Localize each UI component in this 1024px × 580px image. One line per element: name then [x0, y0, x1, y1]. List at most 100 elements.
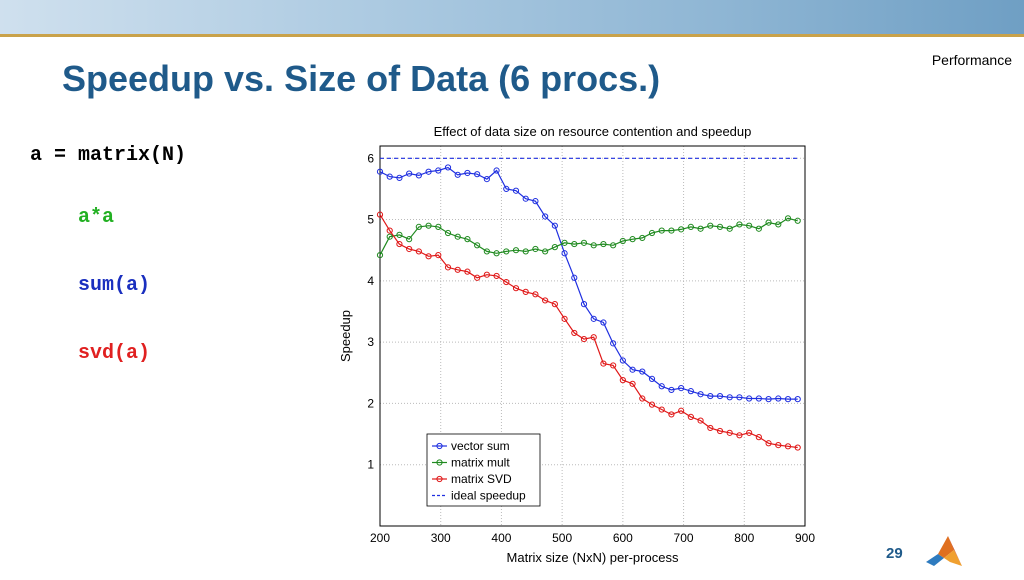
data-point: [396, 231, 403, 238]
data-point: [629, 236, 636, 243]
data-point: [687, 388, 694, 395]
data-point: [386, 173, 393, 180]
data-point: [532, 198, 539, 205]
data-point: [707, 424, 714, 432]
data-point: [542, 297, 549, 304]
data-point: [639, 368, 646, 375]
data-point: [765, 396, 772, 403]
legend-label: matrix mult: [451, 456, 510, 470]
data-point: [600, 319, 607, 326]
series-line-matrix-SVD: [379, 214, 798, 449]
data-point: [532, 245, 539, 253]
data-point: [561, 250, 568, 257]
data-point: [571, 274, 578, 281]
data-point: [775, 221, 782, 228]
data-point: [551, 301, 558, 308]
data-point: [474, 171, 481, 178]
data-point: [784, 396, 792, 403]
x-tick-label: 700: [674, 531, 694, 545]
data-point: [454, 171, 461, 178]
y-tick-label: 5: [367, 213, 374, 227]
data-point: [415, 172, 422, 179]
data-point: [784, 443, 792, 450]
y-tick-label: 2: [367, 396, 374, 410]
data-point: [678, 226, 685, 233]
legend-label: vector sum: [451, 439, 510, 453]
data-point: [464, 169, 471, 177]
data-point: [503, 248, 510, 255]
plot-frame: [379, 145, 806, 527]
data-point: [503, 185, 510, 193]
data-point: [619, 377, 626, 384]
data-point: [493, 167, 500, 174]
data-point: [396, 240, 403, 248]
data-point: [580, 335, 588, 343]
data-point: [619, 357, 626, 364]
data-point: [755, 225, 762, 232]
data-point: [697, 225, 704, 232]
legend-label: matrix SVD: [451, 472, 512, 486]
data-point: [600, 360, 607, 367]
data-point: [561, 315, 568, 322]
data-point: [571, 240, 578, 248]
data-point: [746, 429, 753, 436]
data-point: [765, 440, 772, 447]
chart-svg: 200 300 400 500 600 700 800 900 1 2 3 4 5 6 Effect of …: [338, 124, 815, 565]
legend-marker: [436, 475, 443, 483]
data-point: [493, 250, 500, 257]
data-point: [658, 227, 665, 234]
legend-marker: [436, 442, 443, 450]
data-point: [639, 395, 646, 402]
data-point: [648, 229, 656, 237]
legend-label: ideal speedup: [451, 489, 526, 503]
data-point: [590, 315, 597, 322]
data-point: [444, 264, 452, 271]
data-point: [396, 174, 403, 181]
code-matrix-def: a = matrix(N): [30, 144, 187, 167]
data-point: [376, 211, 384, 218]
data-point: [590, 242, 597, 249]
code-multiply: a*a: [78, 206, 115, 229]
data-point: [668, 386, 675, 394]
data-point: [658, 383, 665, 390]
data-point: [590, 334, 597, 341]
data-point: [658, 406, 665, 413]
y-axis-label: Speedup: [338, 310, 353, 362]
data-point: [610, 242, 617, 249]
data-point: [483, 248, 490, 255]
data-point: [668, 227, 675, 234]
data-point: [678, 384, 685, 392]
data-point: [736, 221, 743, 228]
data-point: [464, 268, 471, 275]
data-point: [415, 223, 422, 231]
data-point: [522, 248, 529, 255]
data-point: [610, 362, 617, 369]
data-point: [522, 288, 529, 295]
data-point: [386, 233, 393, 240]
data-point: [648, 375, 656, 383]
data-point: [522, 195, 529, 202]
section-label: Performance: [931, 52, 1012, 68]
data-point: [542, 248, 549, 255]
data-point: [454, 233, 461, 240]
data-point: [746, 395, 753, 402]
data-point: [726, 394, 733, 401]
chart-title: Effect of data size on resource contenti…: [434, 124, 752, 139]
data-point: [668, 411, 675, 418]
data-point: [775, 395, 782, 402]
data-point: [512, 247, 520, 254]
data-point: [687, 413, 694, 421]
data-point: [425, 222, 432, 229]
x-tick-label: 800: [734, 531, 754, 545]
data-point: [444, 164, 452, 171]
x-tick-label: 600: [613, 531, 633, 545]
data-point: [600, 240, 607, 248]
data-point: [406, 170, 413, 177]
data-point: [444, 229, 452, 237]
data-point: [716, 223, 724, 231]
code-svd: svd(a): [78, 342, 151, 365]
x-axis-label: Matrix size (NxN) per-process: [507, 550, 679, 565]
data-point: [532, 291, 539, 298]
data-point: [726, 429, 733, 436]
data-point: [629, 380, 636, 387]
